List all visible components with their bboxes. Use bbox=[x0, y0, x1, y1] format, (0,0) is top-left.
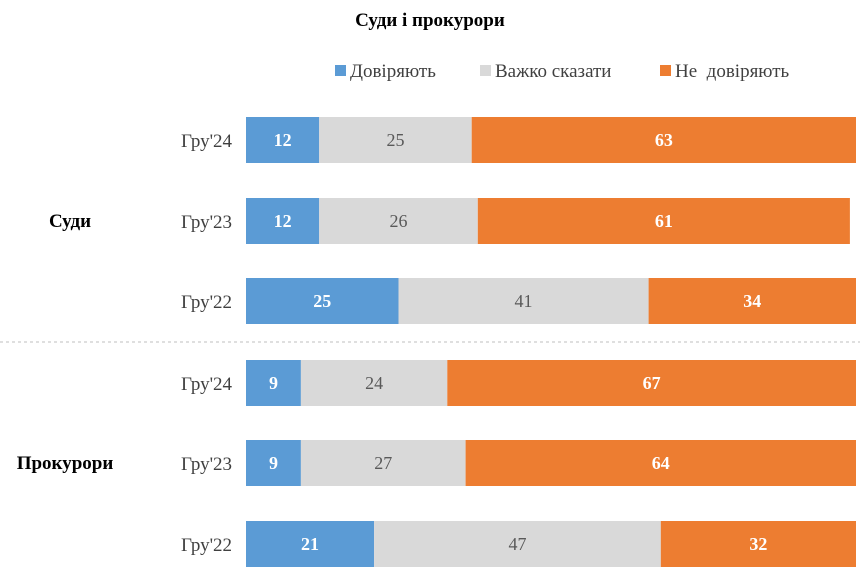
bar-segment bbox=[447, 360, 856, 406]
bar-segment bbox=[246, 117, 320, 163]
bar-value-label: 25 bbox=[386, 130, 404, 150]
bar-segment bbox=[246, 521, 375, 567]
bar-segment bbox=[465, 440, 856, 486]
bar-segment bbox=[374, 521, 661, 567]
bar-value-label: 26 bbox=[390, 211, 408, 231]
group-label-prosecutors: Прокурори bbox=[17, 453, 114, 474]
bars: Гру'24 12 25 63 Гру'23 12 26 61 Гру'22 25 41 34 Гру'… bbox=[181, 117, 856, 567]
chart-title: Суди і прокурори bbox=[355, 10, 505, 31]
bar-value-label: 64 bbox=[652, 453, 670, 473]
bar-value-label: 61 bbox=[655, 211, 673, 231]
row-label: Гру'24 bbox=[181, 131, 232, 152]
row-label: Гру'23 bbox=[181, 212, 232, 233]
bar-segment bbox=[246, 440, 301, 486]
bar-value-label: 47 bbox=[508, 534, 526, 554]
bar-value-label: 12 bbox=[274, 211, 292, 231]
bar-segment bbox=[246, 198, 320, 244]
bar-value-label: 34 bbox=[743, 291, 761, 311]
legend-label-distrust: Не довіряють bbox=[675, 61, 790, 82]
bar-value-label: 24 bbox=[365, 373, 383, 393]
bar-value-label: 9 bbox=[269, 453, 278, 473]
legend-label-trust: Довіряють bbox=[350, 61, 436, 82]
bar-segment bbox=[246, 360, 301, 406]
bar-segment bbox=[660, 521, 856, 567]
row-label: Гру'23 bbox=[181, 454, 232, 475]
bar-segment bbox=[319, 117, 472, 163]
legend-swatch-trust bbox=[335, 65, 346, 76]
bar-value-label: 12 bbox=[274, 130, 292, 150]
bar-segment bbox=[471, 117, 856, 163]
bar-segment bbox=[398, 278, 649, 324]
bar-value-label: 9 bbox=[269, 373, 278, 393]
legend-swatch-distrust bbox=[660, 65, 671, 76]
legend-label-hard-to-say: Важко сказати bbox=[495, 61, 611, 82]
bar-value-label: 63 bbox=[655, 130, 673, 150]
bar-segment bbox=[300, 360, 448, 406]
bar-segment bbox=[300, 440, 466, 486]
bar-value-label: 27 bbox=[374, 453, 392, 473]
group-label-courts: Суди bbox=[49, 211, 91, 232]
bar-segment bbox=[319, 198, 478, 244]
legend-swatch-hard-to-say bbox=[480, 65, 491, 76]
bar-segment bbox=[246, 278, 399, 324]
row-label: Гру'22 bbox=[181, 535, 232, 556]
bar-segment bbox=[477, 198, 850, 244]
bar-value-label: 25 bbox=[313, 291, 331, 311]
bar-segment bbox=[648, 278, 856, 324]
row-label: Гру'22 bbox=[181, 292, 232, 313]
bar-value-label: 41 bbox=[515, 291, 533, 311]
legend: Довіряють Важко сказати Не довіряють bbox=[335, 61, 790, 82]
bar-value-label: 67 bbox=[643, 373, 661, 393]
bar-value-label: 32 bbox=[749, 534, 767, 554]
bar-value-label: 21 bbox=[301, 534, 319, 554]
row-label: Гру'24 bbox=[181, 374, 232, 395]
